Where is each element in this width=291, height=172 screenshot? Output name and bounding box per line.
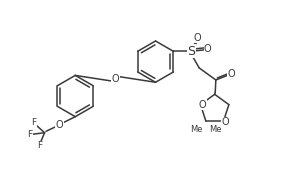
Text: F: F	[37, 141, 42, 150]
Text: O: O	[56, 120, 63, 130]
Text: Me: Me	[209, 125, 221, 134]
Text: O: O	[199, 100, 207, 110]
Text: O: O	[111, 74, 119, 84]
Text: O: O	[194, 33, 201, 42]
Text: O: O	[221, 117, 229, 127]
Text: O: O	[204, 44, 212, 54]
Text: S: S	[187, 45, 195, 58]
Text: O: O	[228, 69, 235, 79]
Text: Me: Me	[191, 125, 203, 134]
Text: F: F	[27, 130, 32, 139]
Text: F: F	[31, 118, 36, 127]
